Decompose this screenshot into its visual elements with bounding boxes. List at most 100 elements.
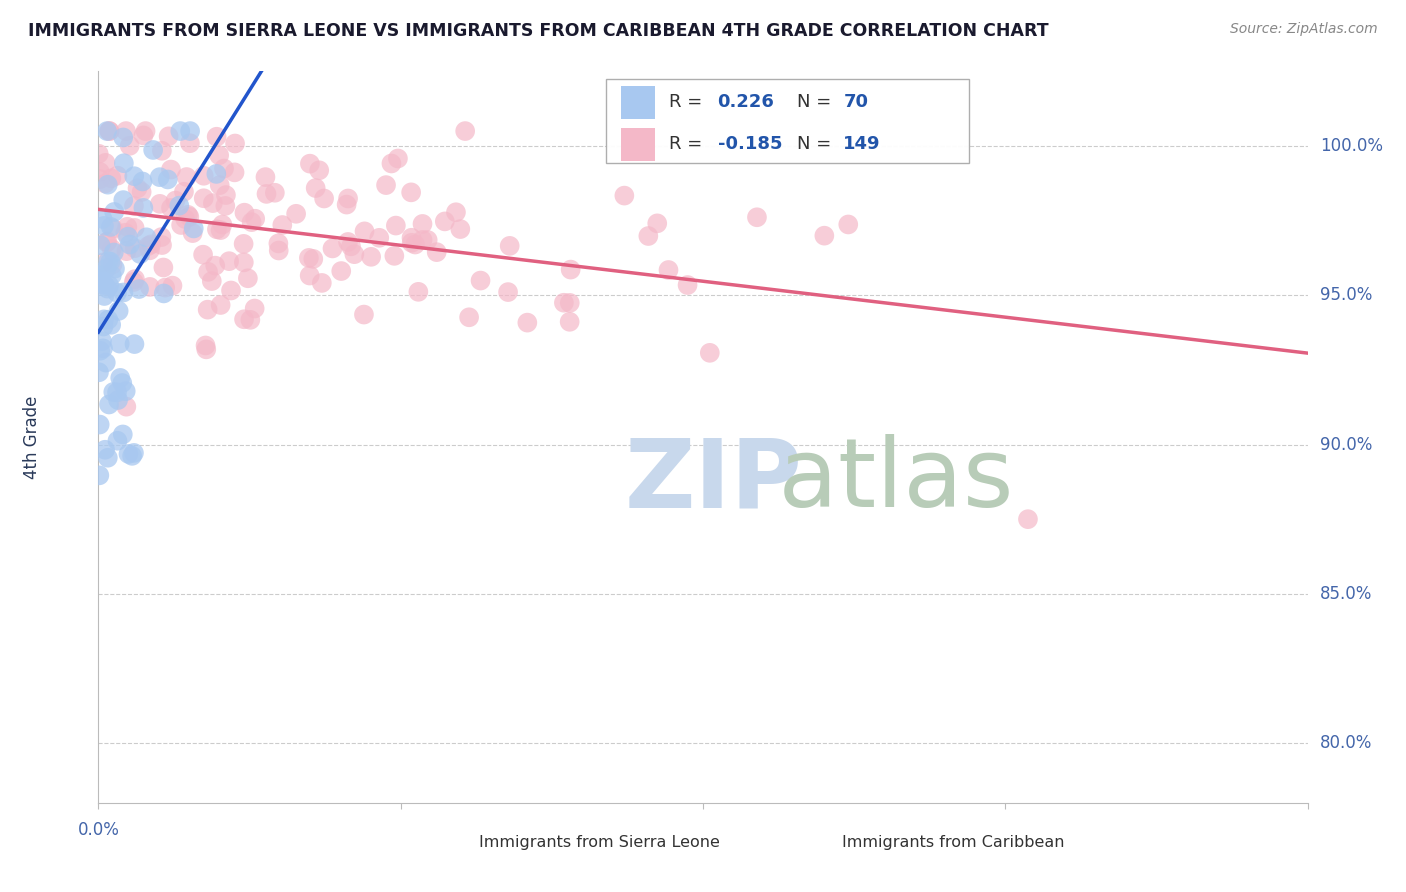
Point bbox=[132, 128, 155, 143]
Point bbox=[375, 178, 398, 193]
Point bbox=[745, 211, 768, 225]
Point bbox=[115, 124, 138, 138]
Point bbox=[243, 301, 266, 316]
Point bbox=[337, 235, 360, 249]
Point bbox=[153, 280, 176, 294]
Point bbox=[139, 280, 162, 294]
Point bbox=[218, 254, 240, 268]
Point bbox=[112, 156, 135, 170]
Point bbox=[93, 312, 115, 326]
Point bbox=[368, 231, 391, 245]
Point bbox=[205, 222, 228, 236]
Point bbox=[308, 163, 330, 178]
Point bbox=[1017, 512, 1039, 526]
Point bbox=[193, 169, 215, 183]
Point bbox=[353, 308, 375, 322]
Point bbox=[169, 199, 191, 213]
Point bbox=[149, 197, 172, 211]
Bar bbox=[621, 128, 655, 161]
Point bbox=[267, 236, 290, 251]
Point bbox=[93, 219, 115, 233]
Point bbox=[412, 233, 434, 247]
Point bbox=[162, 278, 184, 293]
Point bbox=[96, 282, 118, 296]
Point bbox=[458, 310, 481, 325]
Text: 70: 70 bbox=[844, 94, 869, 112]
Point bbox=[657, 263, 679, 277]
Point bbox=[98, 397, 121, 411]
Point bbox=[224, 136, 246, 151]
Point bbox=[179, 124, 201, 138]
Point bbox=[470, 274, 492, 288]
Point bbox=[699, 346, 721, 360]
Point bbox=[516, 316, 538, 330]
Point bbox=[408, 285, 430, 299]
Point bbox=[340, 239, 363, 253]
Point bbox=[233, 312, 256, 326]
Point bbox=[179, 210, 201, 224]
Point bbox=[87, 365, 110, 379]
Point bbox=[380, 156, 402, 170]
Point bbox=[558, 296, 581, 310]
Point bbox=[117, 447, 139, 461]
Point bbox=[93, 319, 115, 334]
Point bbox=[412, 217, 434, 231]
Point bbox=[107, 304, 129, 318]
Text: R =: R = bbox=[669, 94, 709, 112]
Point bbox=[127, 181, 149, 195]
Point bbox=[233, 205, 256, 219]
Point bbox=[124, 241, 146, 255]
Point bbox=[97, 450, 120, 465]
Text: 85.0%: 85.0% bbox=[1320, 585, 1372, 603]
Point bbox=[115, 244, 138, 259]
Point bbox=[267, 244, 290, 258]
Point bbox=[101, 257, 124, 271]
Point bbox=[94, 355, 117, 369]
Point bbox=[91, 334, 114, 348]
Point bbox=[285, 207, 308, 221]
Point bbox=[302, 252, 325, 266]
Point bbox=[645, 216, 668, 230]
Point bbox=[132, 201, 155, 215]
Point bbox=[104, 261, 127, 276]
Point bbox=[100, 318, 122, 332]
FancyBboxPatch shape bbox=[606, 78, 969, 163]
Point bbox=[89, 269, 111, 284]
Point bbox=[212, 161, 235, 176]
Point bbox=[112, 193, 135, 207]
Point bbox=[181, 226, 204, 240]
Text: 100.0%: 100.0% bbox=[1320, 137, 1382, 155]
Point bbox=[239, 313, 262, 327]
Point bbox=[156, 172, 179, 186]
Point bbox=[385, 219, 408, 233]
Point bbox=[100, 219, 122, 234]
Text: Immigrants from Caribbean: Immigrants from Caribbean bbox=[842, 835, 1064, 850]
Point bbox=[87, 146, 110, 161]
Point bbox=[101, 221, 124, 235]
Point bbox=[219, 284, 242, 298]
Point bbox=[298, 268, 321, 283]
Point bbox=[150, 230, 173, 244]
Point bbox=[149, 170, 172, 185]
Text: 95.0%: 95.0% bbox=[1320, 286, 1372, 304]
Point bbox=[236, 271, 259, 285]
Point bbox=[96, 235, 118, 250]
Point bbox=[232, 236, 254, 251]
Point bbox=[114, 384, 136, 399]
Point bbox=[128, 282, 150, 296]
Text: IMMIGRANTS FROM SIERRA LEONE VS IMMIGRANTS FROM CARIBBEAN 4TH GRADE CORRELATION : IMMIGRANTS FROM SIERRA LEONE VS IMMIGRAN… bbox=[28, 22, 1049, 40]
Point bbox=[204, 259, 226, 273]
Point bbox=[139, 237, 162, 252]
Text: 0.0%: 0.0% bbox=[77, 821, 120, 839]
Text: N =: N = bbox=[797, 136, 838, 153]
Bar bbox=[800, 830, 834, 854]
Point bbox=[107, 392, 129, 407]
Text: 80.0%: 80.0% bbox=[1320, 734, 1372, 752]
Point bbox=[129, 247, 152, 261]
Point bbox=[124, 220, 146, 235]
Text: atlas: atlas bbox=[624, 434, 1014, 527]
Point bbox=[93, 289, 115, 303]
Point bbox=[454, 124, 477, 138]
Point bbox=[416, 233, 439, 247]
Point bbox=[353, 224, 375, 238]
